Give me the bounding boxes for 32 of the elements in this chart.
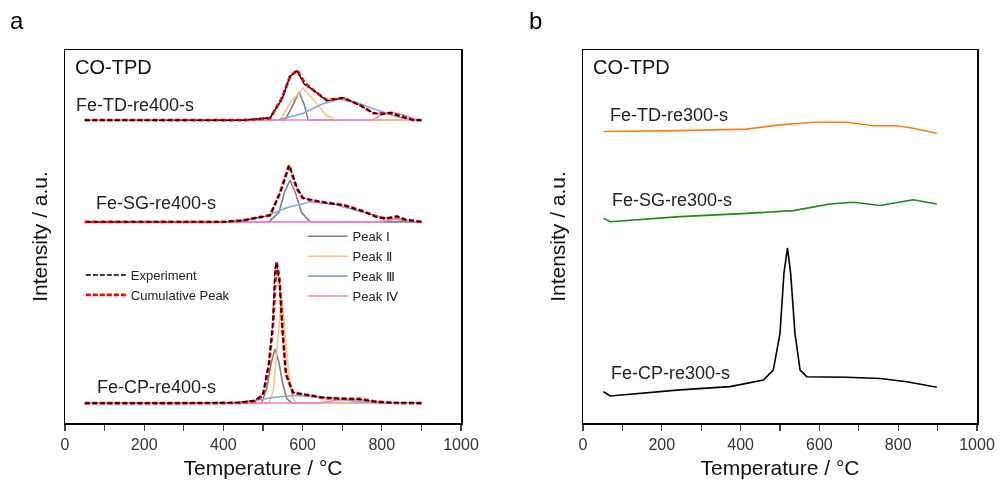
- chart-title: CO-TPD: [75, 56, 152, 78]
- annotation: Fe-SG-re400-s: [96, 193, 217, 213]
- legend-label: Peak Ⅳ: [352, 289, 398, 305]
- legend-label: Peak Ⅱ: [352, 249, 392, 265]
- text: a: [10, 7, 24, 34]
- x-tick-label: 200: [648, 435, 676, 453]
- x-tick-label: 1000: [959, 435, 995, 453]
- annotation: Fe-SG-re300-s: [612, 190, 733, 210]
- x-tick-label: 0: [578, 435, 588, 453]
- y-axis-title: Intensity / a.u.: [27, 171, 51, 302]
- x-tick-label: 400: [727, 435, 755, 453]
- x-tick-label: 600: [806, 435, 833, 453]
- x-axis-title: Temperature / °C: [183, 455, 343, 479]
- x-tick-label: 800: [884, 435, 912, 453]
- x-axis-title: Temperature / °C: [700, 455, 860, 479]
- x-tick-label: 1000: [443, 435, 479, 453]
- text: b: [529, 7, 543, 34]
- annotation: Fe-TD-re300-s: [610, 105, 729, 125]
- y-axis-title: Intensity / a.u.: [545, 171, 569, 302]
- legend-label: Experiment: [130, 268, 197, 284]
- x-tick-label: 400: [210, 435, 237, 453]
- chart-title: CO-TPD: [593, 56, 670, 78]
- annotation: Fe-CP-re300-s: [611, 363, 731, 383]
- x-tick-label: 200: [130, 435, 158, 453]
- annotation: Fe-TD-re400-s: [76, 95, 195, 115]
- annotation: Fe-CP-re400-s: [97, 377, 217, 397]
- legend-label: Cumulative Peak: [130, 287, 230, 303]
- legend-label: Peak Ⅰ: [352, 229, 390, 245]
- x-tick-label: 600: [289, 435, 317, 453]
- x-tick-label: 0: [60, 435, 70, 453]
- legend-label: Peak Ⅲ: [352, 269, 395, 285]
- x-tick-label: 800: [368, 435, 396, 453]
